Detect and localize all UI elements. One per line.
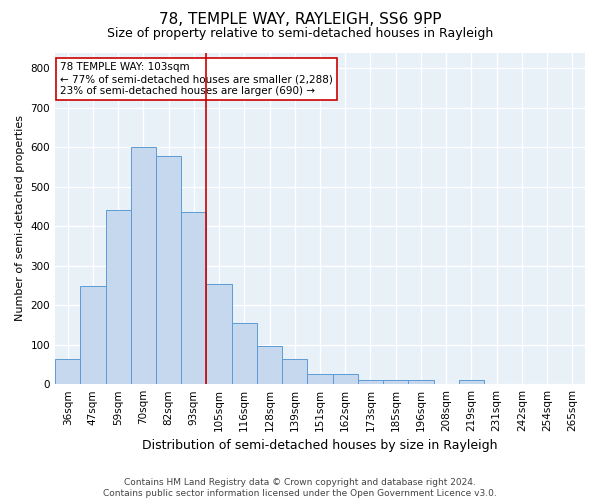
Bar	[106, 210, 131, 384]
Bar	[55, 360, 80, 384]
Bar	[282, 360, 307, 384]
Text: 78, TEMPLE WAY, RAYLEIGH, SS6 9PP: 78, TEMPLE WAY, RAYLEIGH, SS6 9PP	[159, 12, 441, 28]
Bar	[358, 380, 383, 384]
Bar	[409, 380, 434, 384]
Text: Contains HM Land Registry data © Crown copyright and database right 2024.
Contai: Contains HM Land Registry data © Crown c…	[103, 478, 497, 498]
Bar	[307, 374, 332, 384]
Bar	[206, 284, 232, 384]
Bar	[131, 148, 156, 384]
Bar	[181, 212, 206, 384]
Bar	[80, 286, 106, 384]
Y-axis label: Number of semi-detached properties: Number of semi-detached properties	[15, 116, 25, 322]
Bar	[459, 380, 484, 384]
Bar	[257, 346, 282, 384]
Text: 78 TEMPLE WAY: 103sqm
← 77% of semi-detached houses are smaller (2,288)
23% of s: 78 TEMPLE WAY: 103sqm ← 77% of semi-deta…	[61, 62, 333, 96]
Bar	[156, 156, 181, 384]
Text: Size of property relative to semi-detached houses in Rayleigh: Size of property relative to semi-detach…	[107, 28, 493, 40]
Bar	[232, 323, 257, 384]
X-axis label: Distribution of semi-detached houses by size in Rayleigh: Distribution of semi-detached houses by …	[142, 440, 498, 452]
Bar	[383, 380, 409, 384]
Bar	[332, 374, 358, 384]
